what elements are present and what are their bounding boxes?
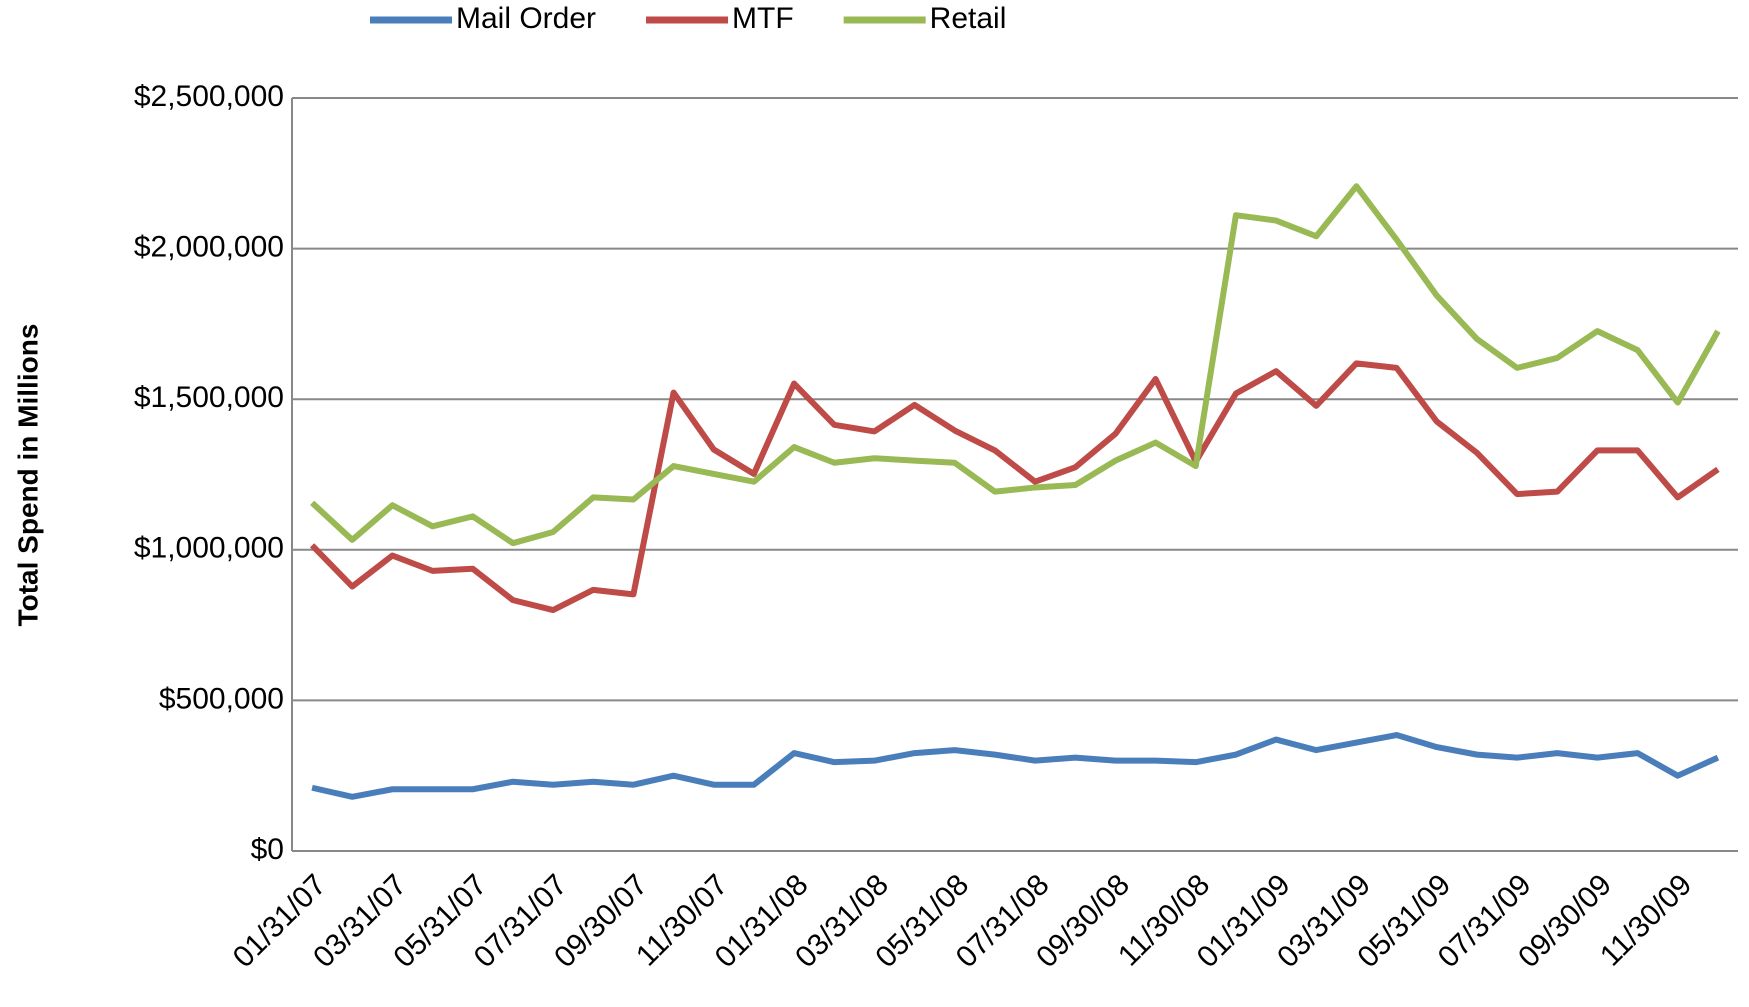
y-tick-label: $500,000 xyxy=(159,682,284,715)
y-tick-label: $1,500,000 xyxy=(134,381,284,414)
series-line xyxy=(310,183,1721,547)
series-line xyxy=(311,732,1720,800)
legend-label: MTF xyxy=(732,2,794,35)
legend-label: Mail Order xyxy=(456,2,596,35)
y-tick-label: $1,000,000 xyxy=(134,532,284,565)
y-tick-label: $0 xyxy=(251,833,284,866)
legend-label: Retail xyxy=(930,2,1007,35)
series-line xyxy=(309,360,1720,614)
y-tick-label: $2,000,000 xyxy=(134,231,284,264)
y-tick-label: $2,500,000 xyxy=(134,80,284,113)
y-axis-label: Total Spend in Millions xyxy=(12,324,43,627)
